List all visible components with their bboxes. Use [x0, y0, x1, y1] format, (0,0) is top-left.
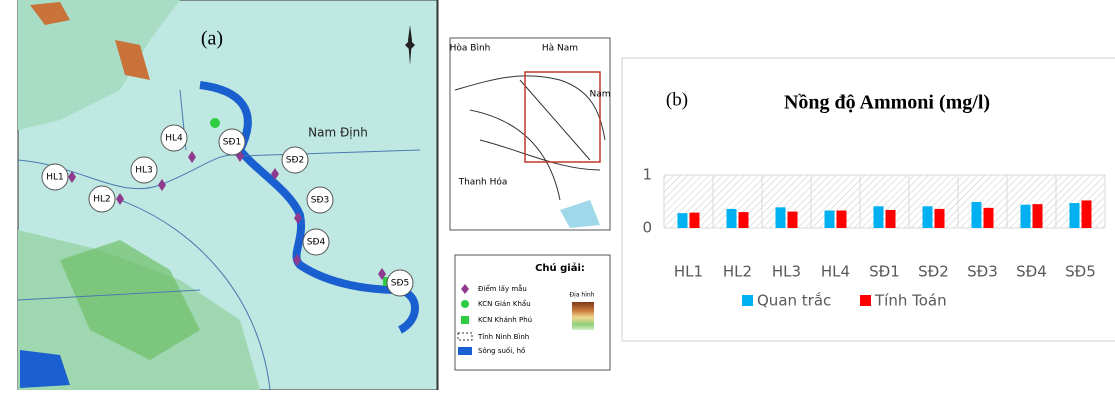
bar	[837, 211, 847, 228]
inset-label: Nam	[589, 90, 610, 100]
station-label: HL4	[165, 134, 183, 144]
x-tick-label: SĐ3	[967, 263, 998, 281]
legend-item: Tỉnh Ninh Bình	[477, 333, 529, 341]
bar	[972, 202, 982, 228]
inset-label: Hòa Bình	[450, 43, 491, 54]
legend-item: Sông suối, hồ	[478, 347, 525, 355]
bar	[874, 206, 884, 228]
station-label: SĐ3	[311, 196, 329, 206]
x-tick-label: SĐ4	[1016, 263, 1047, 281]
legend-symbol	[461, 300, 469, 308]
bar	[678, 213, 688, 228]
x-tick-label: HL4	[821, 263, 850, 281]
legend-symbol	[461, 316, 469, 324]
bar	[935, 209, 945, 228]
legend-swatch	[742, 295, 753, 306]
bar	[923, 206, 933, 228]
bar	[825, 211, 835, 228]
legend-symbol	[458, 347, 472, 355]
bar	[739, 212, 749, 228]
inset-map: Hòa Bình Hà Nam Nam Thanh Hóa	[450, 38, 611, 230]
station-label: SĐ2	[286, 156, 304, 166]
bar	[1021, 205, 1031, 228]
legend-item: KCN Khánh Phú	[478, 316, 532, 324]
x-tick-label: SĐ2	[918, 263, 949, 281]
bar	[886, 210, 896, 228]
legend-terrain: Địa hình	[570, 292, 595, 299]
station-label: HL2	[93, 195, 111, 205]
bar	[776, 207, 786, 228]
inset-frame	[450, 38, 610, 230]
panel-label: (a)	[201, 28, 223, 50]
station-label: HL3	[135, 166, 153, 176]
map: (a) Nam Định HL1 HL2 HL3 HL4 SĐ1 SĐ2 SĐ3 SĐ4 SĐ5	[18, 0, 438, 390]
bar	[690, 213, 700, 228]
inset-label: Thanh Hóa	[458, 177, 508, 188]
chart-title: Nồng độ Ammoni (mg/l)	[784, 92, 990, 114]
legend-label: Tính Toán	[874, 292, 947, 310]
x-tick-label: HL2	[723, 263, 752, 281]
region-label: Nam Định	[308, 126, 368, 140]
legend-item: Điểm lấy mẫu	[478, 284, 527, 293]
y-tick-label: 0	[642, 219, 652, 237]
station-label: HL1	[46, 173, 64, 183]
station-label: SĐ1	[223, 138, 241, 148]
x-tick-label: HL1	[674, 263, 703, 281]
figure: (a) Nam Định HL1 HL2 HL3 HL4 SĐ1 SĐ2 SĐ3 SĐ4 SĐ5…	[0, 0, 1115, 390]
inset-label: Hà Nam	[542, 44, 578, 54]
bar	[1033, 204, 1043, 228]
bar	[727, 209, 737, 228]
legend-label: Quan trắc	[757, 292, 831, 310]
map-legend: Chú giải: Địa hình Điểm lấy mẫu KCN Gián …	[455, 255, 610, 370]
page: (a) Nam Định HL1 HL2 HL3 HL4 SĐ1 SĐ2 SĐ3 SĐ4 SĐ5…	[0, 0, 1115, 390]
bar	[788, 212, 798, 228]
bar	[1082, 200, 1092, 228]
x-tick-label: SĐ5	[1065, 263, 1096, 281]
legend-swatch	[860, 295, 871, 306]
bar	[1070, 203, 1080, 228]
industrial-zone	[210, 118, 220, 128]
chart-panel-label: (b)	[666, 89, 688, 110]
legend-item: KCN Gián Khẩu	[478, 299, 531, 308]
station-label: SĐ4	[307, 238, 326, 248]
bar	[984, 208, 994, 228]
station-label: SĐ5	[391, 279, 409, 289]
y-tick-label: 1	[642, 166, 652, 184]
x-tick-label: SĐ1	[869, 263, 900, 281]
x-tick-label: HL3	[772, 263, 801, 281]
legend-title: Chú giải:	[535, 262, 585, 274]
terrain-swatch	[572, 302, 594, 330]
